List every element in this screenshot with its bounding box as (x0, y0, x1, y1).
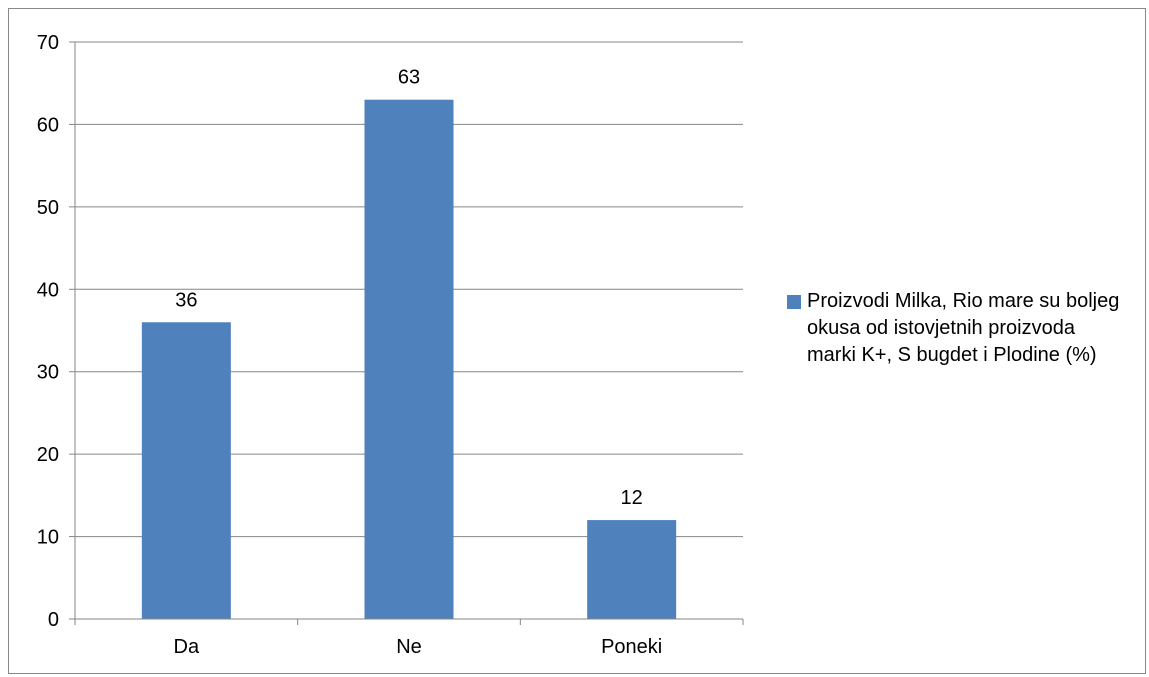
x-tick-labels: Da Ne Poneki (174, 636, 663, 658)
y-tick-label: 60 (37, 114, 59, 136)
data-label: 36 (175, 289, 197, 311)
bars (141, 99, 677, 619)
legend: Proizvodi Milka, Rio mare su boljeg okus… (787, 288, 1132, 369)
data-label: 63 (398, 67, 420, 89)
y-tick-label: 20 (37, 444, 59, 466)
x-tick-label: Poneki (601, 636, 662, 658)
bar-ne (364, 99, 454, 619)
y-tick-label: 40 (37, 279, 59, 301)
legend-label: Proizvodi Milka, Rio mare su boljeg okus… (807, 290, 1120, 366)
y-tick-labels: 0 10 20 30 40 50 60 70 (37, 32, 59, 631)
data-label: 12 (621, 487, 643, 509)
y-tick-label: 30 (37, 362, 59, 384)
y-tick-label: 50 (37, 197, 59, 219)
bar-poneki (587, 520, 677, 619)
y-tick-label: 0 (48, 609, 59, 631)
x-tick-label: Ne (396, 636, 422, 658)
data-labels: 36 63 12 (175, 67, 643, 509)
y-tick-label: 70 (37, 32, 59, 54)
legend-swatch (787, 295, 801, 309)
bar-da (141, 322, 231, 619)
y-tick-label: 10 (37, 527, 59, 549)
axes (69, 41, 744, 625)
x-tick-label: Da (174, 636, 200, 658)
